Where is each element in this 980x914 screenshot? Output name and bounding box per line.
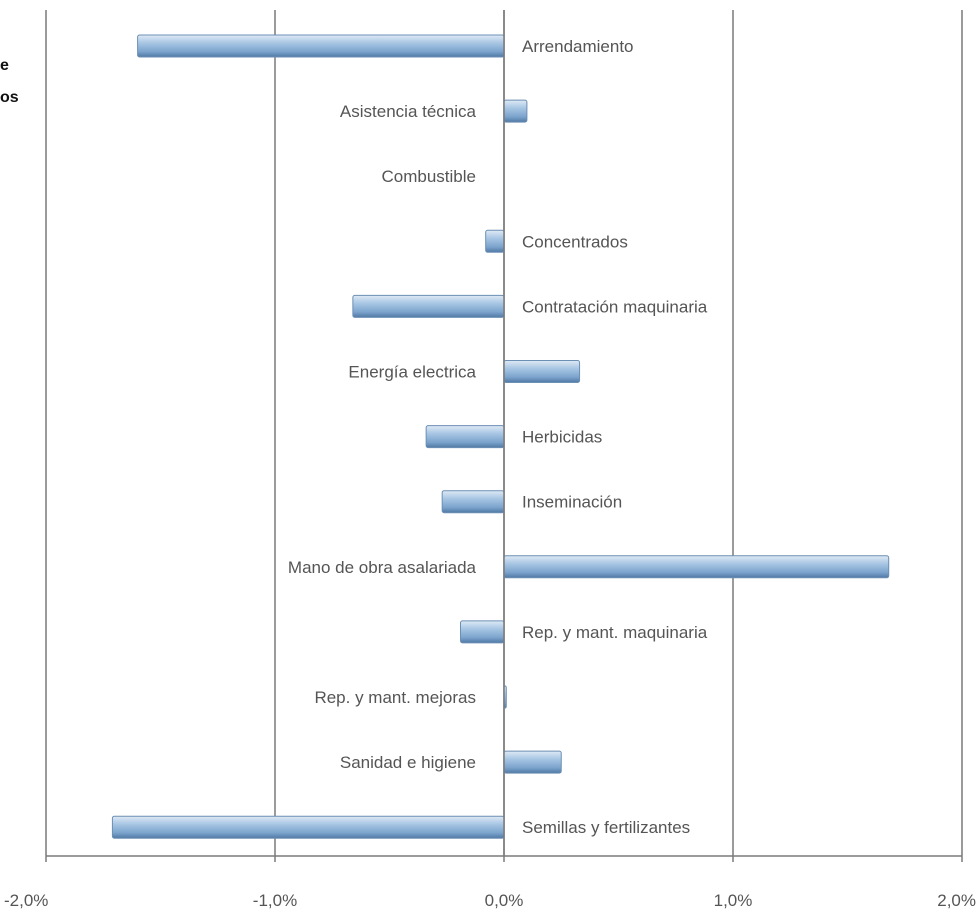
cropped-text-line-2: os xyxy=(0,89,19,106)
bar-11 xyxy=(503,750,562,774)
cropped-text-line-1: e xyxy=(0,57,9,74)
bar-0 xyxy=(137,34,505,58)
category-label-12: Semillas y fertilizantes xyxy=(522,818,690,837)
category-label-3: Concentrados xyxy=(522,232,628,251)
category-label-8: Mano de obra asalariada xyxy=(288,558,477,577)
bars xyxy=(111,34,890,839)
category-label-1: Asistencia técnica xyxy=(340,102,477,121)
category-label-7: Inseminación xyxy=(522,493,622,512)
category-label-6: Herbicidas xyxy=(522,428,602,447)
bar-6 xyxy=(425,425,505,449)
bar-3 xyxy=(485,229,505,253)
bar-5 xyxy=(503,360,581,383)
bar-9 xyxy=(459,620,505,644)
bar-8 xyxy=(503,555,890,579)
category-label-2: Combustible xyxy=(382,167,477,186)
category-labels: Arrendamiento Asistencia técnica Combustib… xyxy=(288,37,708,837)
tick-label-1: -1,0% xyxy=(253,891,297,910)
x-axis: -2,0% -1,0% 0,0% 1,0% 2,0% xyxy=(4,10,976,910)
category-label-9: Rep. y mant. maquinaria xyxy=(522,623,708,642)
tick-label-3: 1,0% xyxy=(714,891,753,910)
category-label-10: Rep. y mant. mejoras xyxy=(314,688,476,707)
tick-label-2: 0,0% xyxy=(485,891,524,910)
tick-label-4: 2,0% xyxy=(937,891,976,910)
category-label-0: Arrendamiento xyxy=(522,37,634,56)
tick-label-0: -2,0% xyxy=(4,891,48,910)
category-label-5: Energía electrica xyxy=(348,363,476,382)
bar-7 xyxy=(441,490,505,514)
bar-1 xyxy=(503,99,528,123)
bar-4 xyxy=(352,294,505,318)
bar-12 xyxy=(111,815,505,839)
category-label-11: Sanidad e higiene xyxy=(340,753,476,772)
category-label-4: Contratación maquinaria xyxy=(522,297,708,316)
